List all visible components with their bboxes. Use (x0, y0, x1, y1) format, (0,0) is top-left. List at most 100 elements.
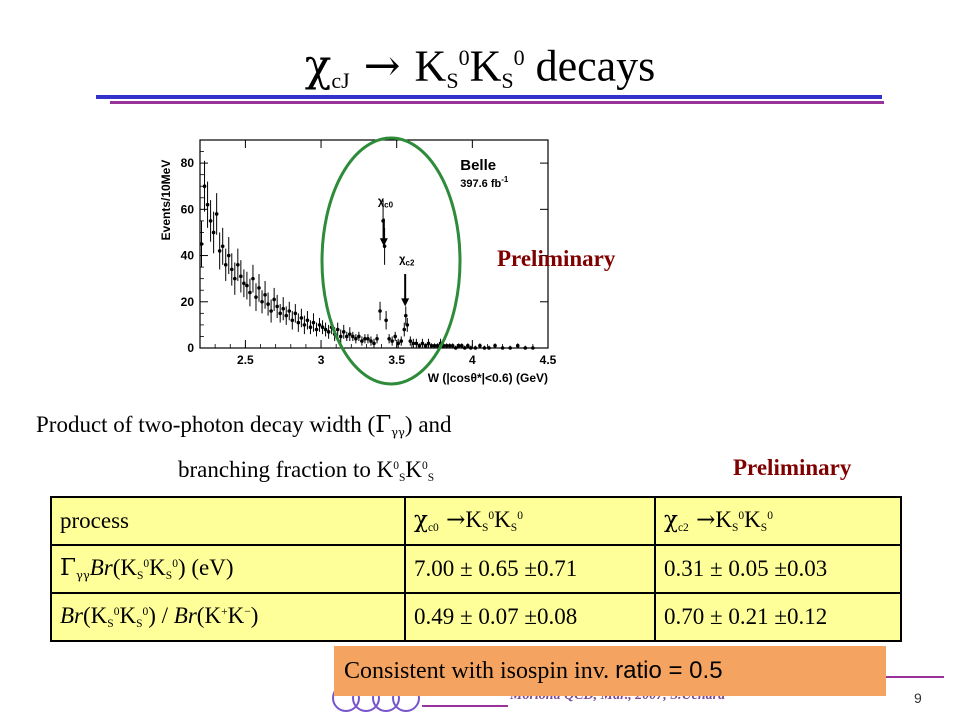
header-process: process (50, 496, 406, 546)
data-point (239, 274, 243, 279)
mid: ) / (148, 603, 174, 629)
title-s1: S (446, 68, 459, 94)
chi-symbol: χ (304, 40, 332, 92)
title-rest: decays (524, 41, 656, 91)
data-point (220, 244, 225, 249)
data-point (284, 313, 289, 318)
mass-spectrum-plot: 2.5 3 3.5 4 4.5 0 20 40 60 80 W (|cosθ*|<0.6) (GeV… (159, 136, 557, 386)
legend-luminosity: 397.6 fb-1 (460, 175, 509, 190)
data-point (429, 343, 434, 348)
data-point (302, 323, 307, 327)
caption-gamma-sub: γγ (391, 425, 405, 440)
z: 0 (738, 510, 745, 523)
caption-text-c: branching fraction to K (178, 457, 394, 483)
data-point (293, 311, 298, 316)
data-point (393, 334, 397, 339)
data-point (245, 283, 249, 288)
title-arrow: → (349, 40, 415, 92)
data-point (450, 343, 455, 348)
z: 0 (143, 558, 150, 571)
data-point (229, 267, 234, 272)
data-point (396, 341, 401, 346)
table-row-ratio: Br(KS0KS0) / Br(K+K−) 0.49 ± 0.07 ±0.08 … (50, 592, 902, 642)
z: 0 (488, 510, 495, 523)
peak-arrowhead (379, 238, 388, 247)
data-point (493, 343, 497, 348)
data-point (444, 343, 449, 348)
row1-label: ΓγγBr(KS0KS0) (eV) (50, 544, 406, 594)
legend-luminosity-exp: -1 (501, 175, 509, 184)
data-point (500, 346, 505, 350)
data-point (326, 330, 331, 334)
data-point (338, 334, 343, 339)
data-point (482, 346, 487, 350)
chi: χ (664, 507, 678, 534)
title-underline-purple (110, 101, 884, 104)
data-point (363, 336, 367, 341)
data-point (478, 343, 482, 348)
legend-title: Belle (460, 157, 496, 174)
gg: γγ (75, 568, 90, 583)
arrow: → (438, 507, 466, 534)
preliminary-label-table: Preliminary (733, 455, 852, 480)
data-point (266, 302, 270, 306)
row2-chi-c2-value: 0.70 ± 0.21 ±0.12 (654, 592, 902, 642)
caption-sup1: 0 (393, 460, 399, 473)
table-row-width: ΓγγBr(KS0KS0) (eV) 7.00 ± 0.65 ±0.71 0.3… (50, 544, 902, 594)
kplus-open: (K (196, 603, 222, 629)
data-point (435, 343, 440, 348)
peak-label-sub: c2 (406, 258, 415, 267)
data-point (403, 313, 408, 318)
peak-label: χc0 (378, 196, 394, 210)
s: S (732, 522, 739, 535)
slide-title: χcJ → KS0KS0 decays (0, 28, 960, 111)
s: S (107, 618, 114, 631)
data-point (344, 334, 349, 339)
x-axis-label: W (|cosθ*|<0.6) (GeV) (428, 371, 548, 385)
z: 0 (767, 510, 773, 523)
data-point (296, 320, 301, 325)
br: Br (60, 603, 83, 629)
plus: + (221, 606, 228, 619)
caption-line-1: Product of two-photon decay width (Γγγ) … (36, 408, 636, 449)
data-point (251, 276, 255, 281)
data-point (420, 341, 425, 346)
data-point (378, 309, 382, 313)
data-point (531, 346, 535, 350)
row2-label: Br(KS0KS0) / Br(K+K−) (50, 592, 406, 642)
data-point (357, 334, 361, 339)
data-point (335, 327, 340, 332)
data-point (372, 341, 376, 346)
data-point (272, 297, 276, 302)
data-point (414, 341, 419, 346)
data-point (354, 336, 358, 341)
results-table: process χc0 →KS0KS0 χc2 →KS0KS0 ΓγγBr(KS… (50, 496, 902, 642)
data-point (202, 184, 207, 189)
data-point (341, 330, 346, 334)
data-point (447, 343, 452, 348)
data-point (432, 343, 437, 348)
data-point (248, 290, 252, 295)
peak-arrowhead (401, 298, 410, 307)
data-point (320, 325, 325, 329)
k: K (149, 555, 166, 581)
caption-gamma: Γ (375, 412, 392, 438)
gamma: Γ (60, 555, 76, 582)
x-tick-label: 3 (318, 353, 325, 367)
footer-rule (884, 676, 944, 678)
data-point (462, 346, 467, 350)
data-point (290, 318, 295, 323)
data-point (411, 341, 416, 346)
minus: − (244, 606, 251, 619)
data-point (390, 339, 394, 343)
data-point (323, 327, 328, 332)
data-point (469, 346, 473, 350)
data-point (211, 230, 216, 235)
title-k1: K (414, 41, 447, 91)
data-point (287, 309, 292, 313)
data-point (466, 343, 470, 348)
z: 0 (113, 606, 120, 619)
close: ) (250, 603, 259, 629)
data-point (308, 325, 313, 329)
